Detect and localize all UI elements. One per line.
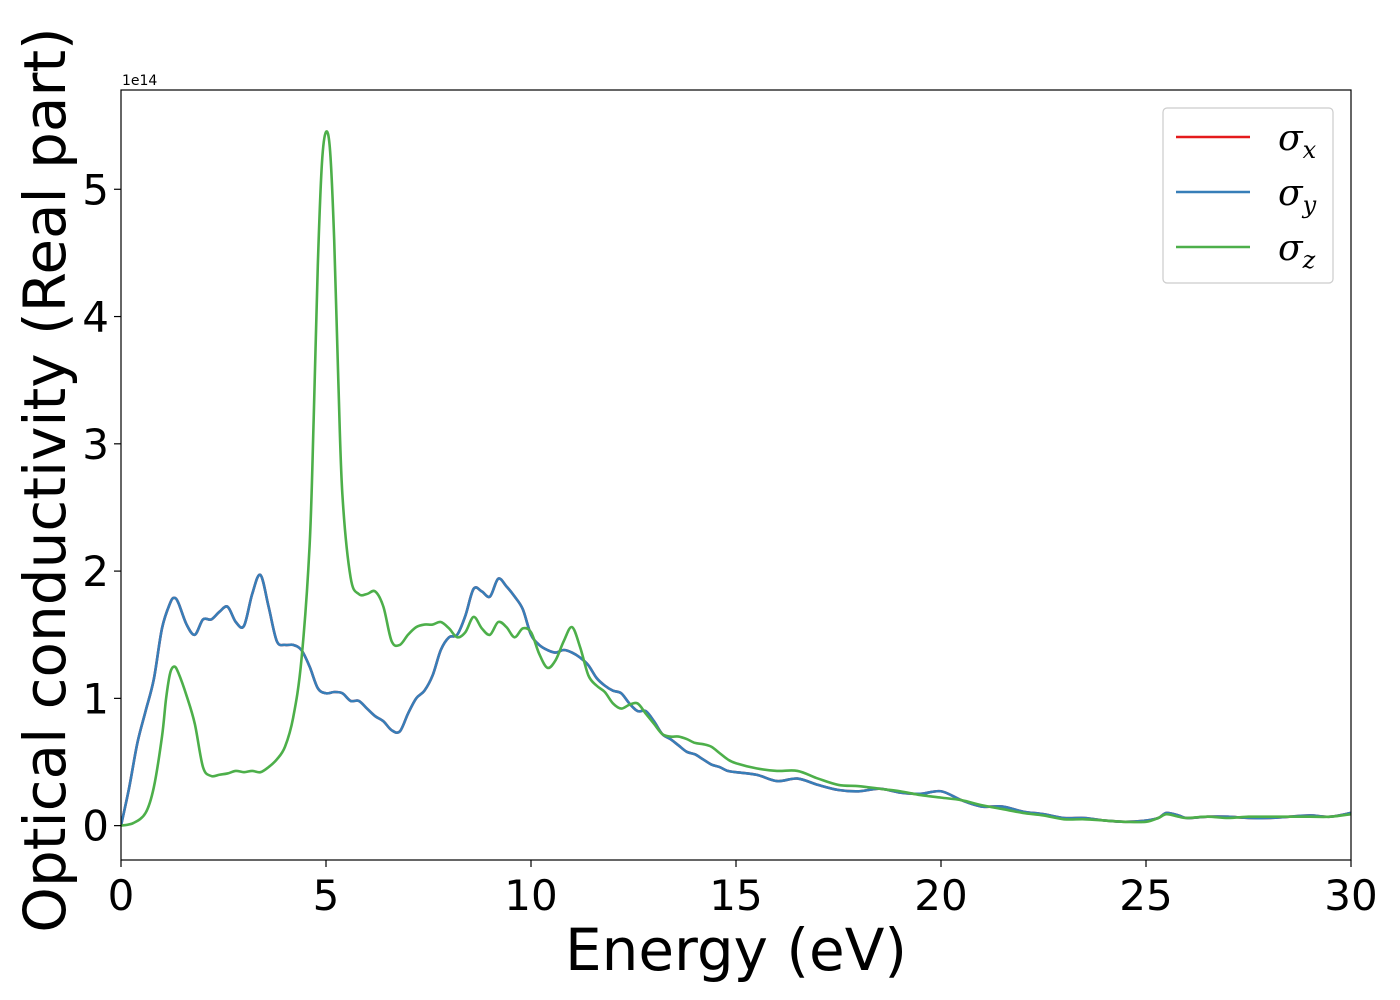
x-tick-label: 20 xyxy=(914,871,967,920)
x-tick-label: 5 xyxy=(313,871,340,920)
x-tick-label: 15 xyxy=(709,871,762,920)
y-tick-label: 4 xyxy=(82,293,109,342)
x-tick-label: 25 xyxy=(1119,871,1172,920)
offset-label: 1e14 xyxy=(122,73,157,89)
y-axis-title: Optical conductivity (Real part) xyxy=(11,27,79,932)
x-tick-label: 30 xyxy=(1324,871,1377,920)
plot-area xyxy=(121,130,1351,827)
y-tick-label: 0 xyxy=(82,802,109,851)
x-tick-label: 0 xyxy=(108,871,135,920)
axes: 0 5 10 15 20 25 30 0 1 2 3 4 5 xyxy=(82,89,1378,920)
y-tick-label: 3 xyxy=(82,420,109,469)
series-lines xyxy=(121,130,1351,827)
legend-box xyxy=(1162,107,1334,284)
y-tick-label: 5 xyxy=(82,165,109,214)
series-line-sigma-z xyxy=(121,130,1351,827)
y-tick-label: 1 xyxy=(82,674,109,723)
y-tick-label: 2 xyxy=(82,547,109,596)
x-tick-label: 10 xyxy=(504,871,557,920)
x-axis-title: Energy (eV) xyxy=(565,916,907,984)
